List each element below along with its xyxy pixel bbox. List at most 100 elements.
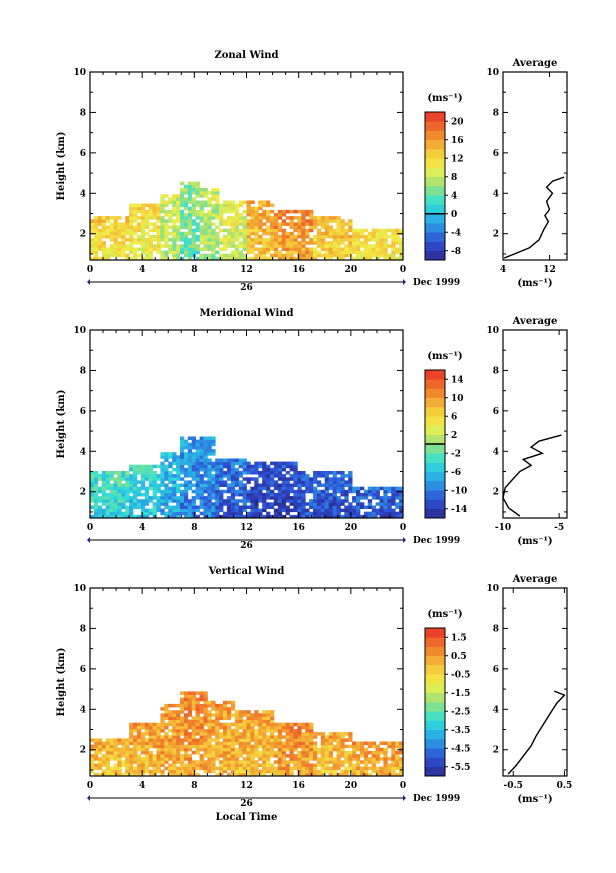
heatmap-cell bbox=[234, 461, 240, 466]
heatmap-cell bbox=[246, 241, 251, 245]
heatmap-cell bbox=[360, 750, 365, 755]
x-tick-label: 0 bbox=[400, 265, 406, 275]
heatmap-cell bbox=[203, 697, 208, 702]
heatmap-cell bbox=[156, 209, 161, 214]
heatmap-cell bbox=[136, 722, 142, 727]
heatmap-cell bbox=[219, 725, 224, 730]
heatmap-cell bbox=[101, 234, 106, 239]
heatmap-cell bbox=[180, 741, 185, 745]
heatmap-cell bbox=[336, 483, 341, 487]
heatmap-cell bbox=[367, 244, 373, 248]
heatmap-cell bbox=[172, 713, 177, 717]
heatmap-cell bbox=[90, 483, 95, 487]
heatmap-cell bbox=[223, 480, 228, 484]
heatmap-cell bbox=[348, 250, 353, 255]
heatmap-cell bbox=[136, 486, 142, 491]
colorbar-tick-label: 4 bbox=[451, 191, 457, 201]
heatmap-cell bbox=[109, 253, 114, 258]
heatmap-cell bbox=[391, 238, 396, 242]
heatmap-cell bbox=[101, 483, 106, 487]
heatmap-cell bbox=[176, 713, 181, 717]
heatmap-cell bbox=[93, 480, 99, 484]
heatmap-cell bbox=[344, 244, 349, 248]
heatmap-cell bbox=[238, 480, 243, 484]
heatmap-cell bbox=[117, 514, 122, 519]
heatmap-cell bbox=[230, 514, 236, 519]
heatmap-cell bbox=[262, 766, 267, 771]
heatmap-cell bbox=[328, 477, 333, 481]
heatmap-cell bbox=[383, 492, 388, 497]
heatmap-cell bbox=[199, 477, 204, 481]
profile-title: Average bbox=[512, 574, 558, 585]
heatmap-cell bbox=[109, 514, 114, 519]
heatmap-cell bbox=[234, 719, 240, 724]
heatmap-cell bbox=[203, 496, 208, 500]
heatmap-cell bbox=[258, 474, 263, 478]
heatmap-cell bbox=[316, 471, 322, 475]
heatmap-cell bbox=[125, 486, 130, 491]
heatmap-cell bbox=[383, 228, 388, 233]
heatmap-cell bbox=[266, 744, 271, 749]
heatmap-cell bbox=[176, 253, 181, 258]
heatmap-cell bbox=[176, 738, 181, 742]
heatmap-cell bbox=[180, 719, 185, 724]
heatmap-cell bbox=[207, 511, 212, 516]
heatmap-cell bbox=[191, 502, 196, 506]
heatmap-cell bbox=[180, 738, 185, 742]
heatmap-cell bbox=[176, 486, 181, 491]
heatmap-cell bbox=[199, 499, 204, 503]
heatmap-cell bbox=[305, 477, 310, 481]
heatmap-cell bbox=[340, 772, 345, 777]
heatmap-cell bbox=[113, 505, 118, 509]
heatmap-cell bbox=[262, 719, 267, 724]
heatmap-cell bbox=[180, 219, 185, 223]
heatmap-cell bbox=[223, 247, 228, 251]
heatmap-cell bbox=[113, 744, 118, 749]
heatmap-cell bbox=[297, 729, 302, 733]
heatmap-cell bbox=[387, 744, 392, 749]
heatmap-cell bbox=[254, 766, 259, 771]
heatmap-cell bbox=[266, 769, 271, 774]
heatmap-cell bbox=[199, 455, 204, 459]
heatmap-cell bbox=[328, 738, 333, 742]
heatmap-cell bbox=[371, 741, 376, 745]
heatmap-cell bbox=[195, 741, 200, 745]
heatmap-cell bbox=[199, 228, 204, 233]
heatmap-cell bbox=[297, 772, 302, 777]
heatmap-cell bbox=[234, 250, 240, 255]
heatmap-cell bbox=[277, 763, 283, 767]
heatmap-cell bbox=[320, 505, 326, 509]
heatmap-cell bbox=[207, 716, 212, 720]
heatmap-cell bbox=[191, 741, 196, 745]
heatmap-cell bbox=[133, 480, 138, 484]
heatmap-cell bbox=[250, 722, 255, 727]
heatmap-cell bbox=[234, 505, 240, 509]
heatmap-cell bbox=[117, 502, 122, 506]
heatmap-cell bbox=[215, 486, 220, 491]
heatmap-cell bbox=[230, 216, 236, 220]
heatmap-cell bbox=[242, 496, 247, 500]
heatmap-cell bbox=[168, 754, 173, 758]
heatmap-cell bbox=[332, 231, 337, 236]
heatmap-cell bbox=[207, 231, 212, 236]
heatmap-cell bbox=[195, 452, 200, 456]
heatmap-cell bbox=[168, 766, 173, 771]
heatmap-cell bbox=[180, 181, 185, 186]
heatmap-cell bbox=[328, 772, 333, 777]
heatmap-cell bbox=[117, 741, 122, 745]
heatmap-cell bbox=[207, 467, 212, 472]
heatmap-cell bbox=[97, 231, 103, 236]
heatmap-cell bbox=[262, 467, 267, 472]
heatmap-cell bbox=[250, 222, 255, 226]
heatmap-cell bbox=[156, 763, 161, 767]
heatmap-cell bbox=[285, 725, 290, 730]
heatmap-cell bbox=[277, 766, 283, 771]
heatmap-cell bbox=[215, 772, 220, 777]
colorbar-tick-label: -10 bbox=[451, 486, 467, 496]
heatmap-cell bbox=[340, 253, 345, 258]
heatmap-cell bbox=[352, 486, 357, 491]
heatmap-cell bbox=[363, 250, 369, 255]
heatmap-cell bbox=[262, 757, 267, 761]
heatmap-cell bbox=[344, 508, 349, 513]
heatmap-cell bbox=[242, 256, 247, 261]
